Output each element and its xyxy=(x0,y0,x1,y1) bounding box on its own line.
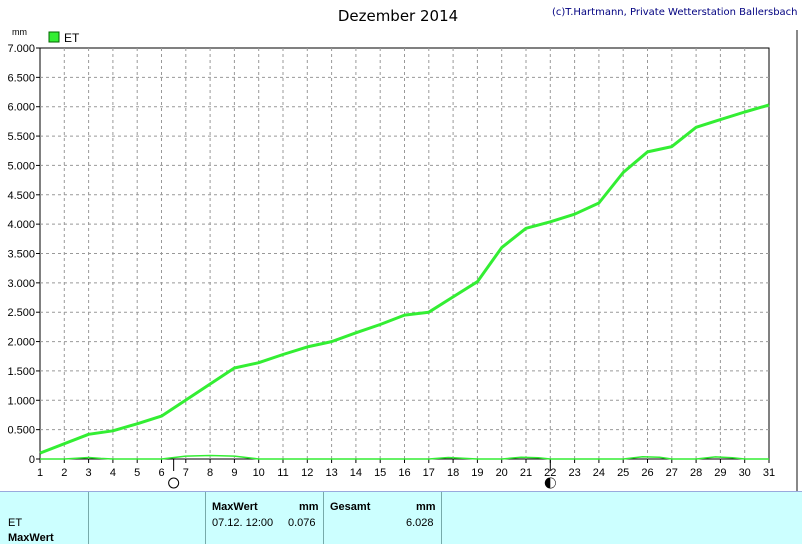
x-tick-label: 29 xyxy=(714,467,726,479)
total-unit: mm xyxy=(416,501,436,513)
x-tick-label: 26 xyxy=(641,467,653,479)
y-tick-label: 0.500 xyxy=(7,425,35,437)
y-tick-label: 5.500 xyxy=(7,131,35,143)
x-tick-label: 6 xyxy=(158,467,164,479)
legend-swatch-et xyxy=(48,31,60,43)
x-tick-label: 3 xyxy=(86,467,92,479)
x-tick-label: 2 xyxy=(61,467,67,479)
right-edge xyxy=(796,30,798,491)
y-tick-label: 0 xyxy=(29,454,35,466)
new-moon-icon xyxy=(544,477,556,489)
x-axis: 1 2 3 4 5 6 7 8 9 10 11 12 13 14 15 16 17 18 19 20 21 22 23 24 2… xyxy=(37,459,775,479)
max-unit: mm xyxy=(299,501,319,513)
x-tick-label: 15 xyxy=(374,467,386,479)
total-value: 6.028 xyxy=(406,517,434,529)
y-tick-label: 1.000 xyxy=(7,395,35,407)
max-time: 07.12. 12:00 xyxy=(212,517,274,529)
chart-title: Dezember 2014 xyxy=(338,7,458,25)
y-tick-label: 4.500 xyxy=(7,190,35,202)
x-tick-label: 17 xyxy=(423,467,435,479)
x-tick-label: 27 xyxy=(666,467,678,479)
y-axis: 0 0.500 1.000 1.500 2.000 2.500 3.000 3.500 4.00… xyxy=(7,43,40,466)
x-tick-label: 31 xyxy=(763,467,775,479)
x-tick-label: 7 xyxy=(183,467,189,479)
y-tick-label: 2.000 xyxy=(7,337,35,349)
x-tick-label: 5 xyxy=(134,467,140,479)
x-tick-label: 30 xyxy=(739,467,751,479)
x-tick-label: 1 xyxy=(37,467,43,479)
row-label-et: ET xyxy=(8,517,23,529)
y-tick-label: 6.500 xyxy=(7,72,35,84)
y-tick-label: 2.500 xyxy=(7,307,35,319)
grid-lines xyxy=(40,48,769,459)
series-lines xyxy=(39,103,770,460)
x-tick-label: 8 xyxy=(207,467,213,479)
x-tick-label: 20 xyxy=(496,467,508,479)
x-tick-label: 19 xyxy=(471,467,483,479)
y-tick-label: 3.500 xyxy=(7,249,35,261)
full-moon-icon xyxy=(168,477,180,489)
y-tick-label: 6.000 xyxy=(7,102,35,114)
summary-panel: ET MaxWert MaxWert mm 07.12. 12:00 0.076… xyxy=(0,491,802,544)
x-tick-label: 9 xyxy=(231,467,237,479)
x-tick-label: 13 xyxy=(325,467,337,479)
x-tick-label: 28 xyxy=(690,467,702,479)
y-tick-label: 4.000 xyxy=(7,219,35,231)
x-tick-label: 25 xyxy=(617,467,629,479)
y-tick-label: 1.500 xyxy=(7,366,35,378)
max-header: MaxWert xyxy=(212,501,258,513)
x-tick-label: 24 xyxy=(593,467,605,479)
copyright-text: (c)T.Hartmann, Private Wetterstation Bal… xyxy=(552,7,798,18)
legend-label-et: ET xyxy=(64,31,80,45)
x-tick-label: 11 xyxy=(277,467,288,479)
x-tick-label: 21 xyxy=(520,467,532,479)
x-tick-label: 18 xyxy=(447,467,459,479)
y-tick-label: 7.000 xyxy=(7,43,35,55)
y-unit-label: mm xyxy=(12,27,27,37)
x-tick-label: 23 xyxy=(568,467,580,479)
row-label-maxwert: MaxWert xyxy=(8,532,54,544)
x-tick-label: 12 xyxy=(301,467,313,479)
x-tick-label: 16 xyxy=(398,467,410,479)
legend: ET xyxy=(48,31,80,45)
x-tick-label: 14 xyxy=(350,467,362,479)
x-tick-label: 22 xyxy=(544,467,556,479)
series-line-hourly xyxy=(40,454,769,460)
series-line-et xyxy=(39,103,770,455)
y-tick-label: 5.000 xyxy=(7,160,35,172)
chart-area: Dezember 2014 (c)T.Hartmann, Private Wet… xyxy=(7,7,798,491)
y-tick-label: 3.000 xyxy=(7,278,35,290)
x-tick-label: 4 xyxy=(110,467,116,479)
total-header: Gesamt xyxy=(330,501,371,513)
x-tick-label: 10 xyxy=(253,467,265,479)
max-value: 0.076 xyxy=(288,517,316,529)
